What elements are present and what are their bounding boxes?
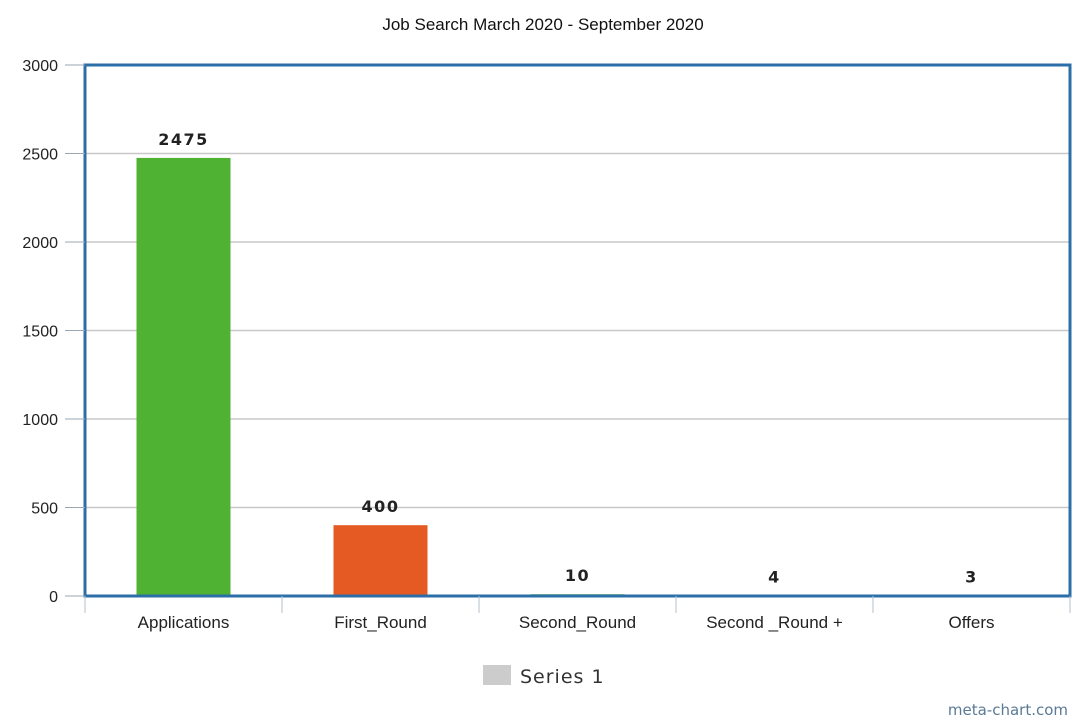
y-tick-label: 3000 (22, 58, 58, 75)
credit-link[interactable]: meta-chart.com (948, 701, 1068, 719)
x-category-label: Second _Round + (706, 613, 843, 632)
y-tick-label: 2500 (22, 147, 58, 164)
x-category-label: Second_Round (519, 613, 636, 632)
x-category-label: First_Round (334, 613, 427, 632)
bar[interactable] (136, 157, 231, 597)
y-tick-label: 1000 (22, 412, 58, 429)
legend[interactable]: Series 1 (483, 665, 605, 688)
bars (136, 157, 1019, 597)
data-label: 3 (965, 567, 978, 586)
data-label: 2475 (158, 130, 209, 149)
data-labels: 2475 400 10 4 3 (158, 130, 978, 587)
y-tick-label: 500 (31, 501, 58, 518)
y-tick-label: 2000 (22, 235, 58, 252)
data-label: 400 (362, 497, 400, 516)
y-tick-label: 1500 (22, 324, 58, 341)
grid-lines (85, 64, 1070, 597)
legend-label: Series 1 (520, 666, 605, 688)
chart-title: Job Search March 2020 - September 2020 (382, 15, 703, 34)
y-tick-label: 0 (49, 589, 58, 606)
x-category-label: Offers (949, 613, 995, 632)
data-label: 4 (768, 567, 781, 586)
legend-swatch (483, 665, 511, 685)
data-label: 10 (565, 566, 590, 585)
bar[interactable] (333, 525, 428, 596)
axes: 0 500 1000 1500 2000 2500 3000 Applications Firs… (22, 58, 1071, 632)
x-category-label: Applications (138, 613, 230, 632)
